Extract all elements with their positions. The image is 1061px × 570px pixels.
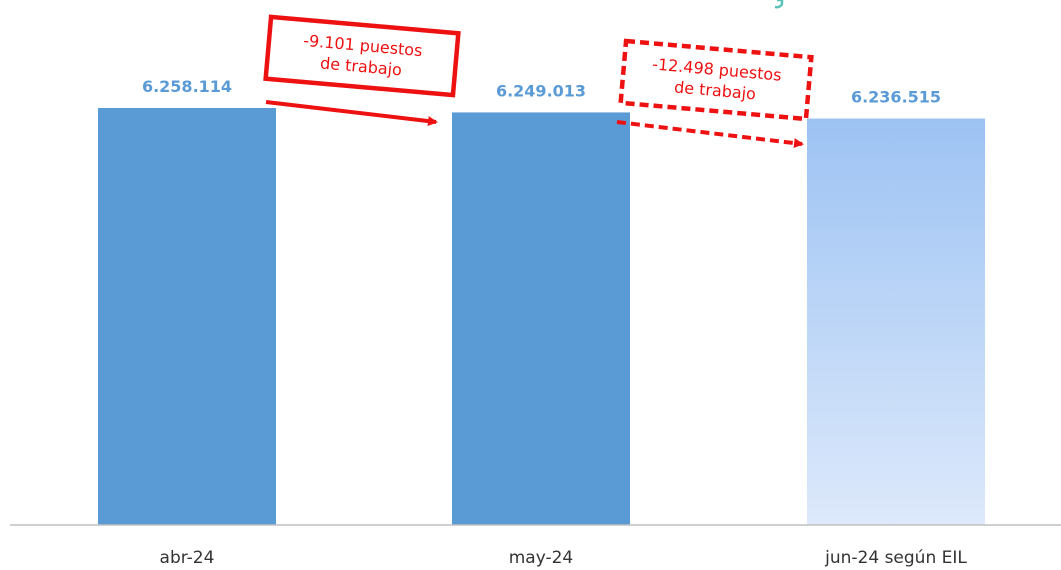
annotation-arrow-1 [617,122,802,144]
bar-1 [452,112,630,525]
value-label-2: 6.236.515 [851,88,941,107]
x-tick-label-1: may-24 [509,548,574,568]
x-tick-label-2: jun-24 según EIL [824,548,967,568]
value-label-0: 6.258.114 [142,77,232,96]
cropped-title-fragment [775,0,782,7]
x-tick-label-0: abr-24 [160,548,215,568]
bar-0 [98,108,276,525]
annotation-box-1 [621,41,812,119]
annotation-box-0 [266,17,459,95]
value-label-1: 6.249.013 [496,81,586,100]
bar-2 [807,119,985,526]
annotation-arrow-0 [266,102,436,122]
